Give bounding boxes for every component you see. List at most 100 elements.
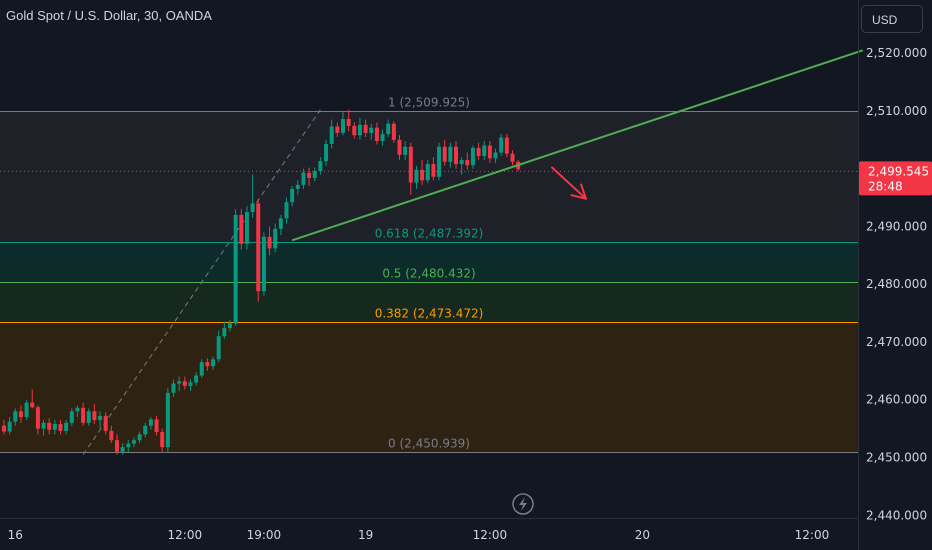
- price-tick-label: 2,450.000: [866, 451, 927, 465]
- candle-body: [380, 134, 385, 141]
- dashed-trend-line[interactable]: [82, 109, 321, 455]
- candle-body: [476, 147, 481, 156]
- candle: [273, 223, 278, 253]
- candle: [143, 422, 148, 438]
- fib-retracement[interactable]: 1 (2,509.925) 0.618 (2,487.392) 0.5 (2,480…: [0, 96, 858, 453]
- candle-body: [482, 145, 487, 156]
- candle: [346, 109, 351, 132]
- price-axis[interactable]: 2,440.000 2,450.000 2,460.000 2,470.000 2,48…: [866, 46, 927, 522]
- candle: [228, 320, 232, 332]
- candle-body: [329, 126, 334, 144]
- candle: [420, 160, 425, 185]
- candle-body: [256, 203, 261, 292]
- candle: [199, 359, 204, 378]
- candle: [30, 389, 35, 409]
- fib-level-label: 0 (2,450.939): [388, 437, 470, 451]
- candle-body: [41, 422, 46, 429]
- candle: [41, 419, 46, 436]
- candle: [256, 198, 261, 302]
- candle-body: [312, 171, 317, 178]
- candle: [148, 417, 153, 430]
- time-tick-label: 20: [635, 528, 650, 542]
- time-tick-label: 12:00: [795, 528, 830, 542]
- candle-body: [143, 425, 148, 435]
- candle-body: [369, 127, 374, 133]
- arrow-head: [580, 183, 587, 200]
- price-tick-label: 2,470.000: [866, 335, 927, 349]
- candle-body: [115, 440, 119, 452]
- candle-body: [103, 415, 108, 431]
- red-arrow-annotation[interactable]: [551, 166, 587, 200]
- candle-body: [465, 160, 470, 166]
- candle-body: [341, 119, 345, 133]
- green-trend-line[interactable]: [291, 49, 864, 242]
- candle: [499, 134, 504, 156]
- candle: [120, 443, 125, 455]
- candle: [374, 122, 379, 145]
- candle: [284, 197, 289, 224]
- candle: [352, 122, 357, 139]
- candle: [470, 145, 475, 169]
- fib-level-label: 0.618 (2,487.392): [375, 227, 484, 241]
- candle-body: [109, 430, 114, 441]
- currency-button[interactable]: USD: [861, 5, 923, 33]
- candle-body: [69, 411, 74, 423]
- candle-body: [239, 214, 244, 244]
- candle-body: [216, 336, 221, 360]
- candle: [98, 411, 103, 429]
- candle-body: [397, 139, 402, 155]
- time-axis[interactable]: 16 12:00 19:00 19 12:00 20 12:00: [8, 528, 830, 542]
- candle: [504, 134, 509, 158]
- candle: [47, 418, 52, 435]
- fib-zones: [0, 111, 858, 453]
- candle-body: [273, 228, 278, 249]
- candle: [324, 139, 329, 166]
- candle: [487, 140, 492, 163]
- candle-body: [301, 172, 306, 185]
- candle: [35, 405, 40, 435]
- candle: [194, 372, 199, 386]
- candle-body: [510, 153, 515, 162]
- candle: [278, 214, 283, 236]
- candle-body: [75, 407, 80, 412]
- candle: [52, 419, 57, 435]
- candle: [335, 122, 340, 137]
- candle: [329, 119, 334, 149]
- candle-body: [437, 146, 442, 177]
- candle: [301, 168, 306, 189]
- candle-body: [346, 119, 351, 126]
- candle-body: [177, 381, 182, 384]
- candle-body: [18, 411, 23, 418]
- candle-body: [250, 203, 255, 213]
- candle: [408, 142, 413, 195]
- candle: [318, 157, 323, 175]
- candle: [216, 330, 221, 363]
- candle: [154, 415, 159, 436]
- candle: [442, 139, 447, 166]
- price-tick-label: 2,460.000: [866, 393, 927, 407]
- candle-body: [244, 212, 249, 244]
- fib-level-label: 0.382 (2,473.472): [375, 307, 484, 321]
- candle: [391, 121, 396, 143]
- candle-body: [307, 172, 312, 178]
- candle-body: [211, 359, 216, 367]
- candle: [459, 157, 464, 175]
- candle: [131, 437, 136, 448]
- candle-body: [120, 447, 125, 452]
- fib-zone: [0, 321, 858, 453]
- candle-body: [205, 362, 210, 367]
- candle: [465, 152, 470, 170]
- candlestick-series: [2, 109, 521, 455]
- candle-body: [188, 382, 193, 386]
- candle: [160, 428, 165, 452]
- candle-body: [363, 124, 368, 133]
- lightning-icon[interactable]: [512, 493, 534, 515]
- candle-body: [171, 383, 176, 393]
- candle-body: [92, 411, 97, 420]
- arrow-shaft: [551, 166, 587, 200]
- candle-body: [98, 415, 103, 420]
- time-tick-label: 12:00: [473, 528, 508, 542]
- candle-body: [493, 152, 498, 159]
- candle-body: [357, 124, 362, 136]
